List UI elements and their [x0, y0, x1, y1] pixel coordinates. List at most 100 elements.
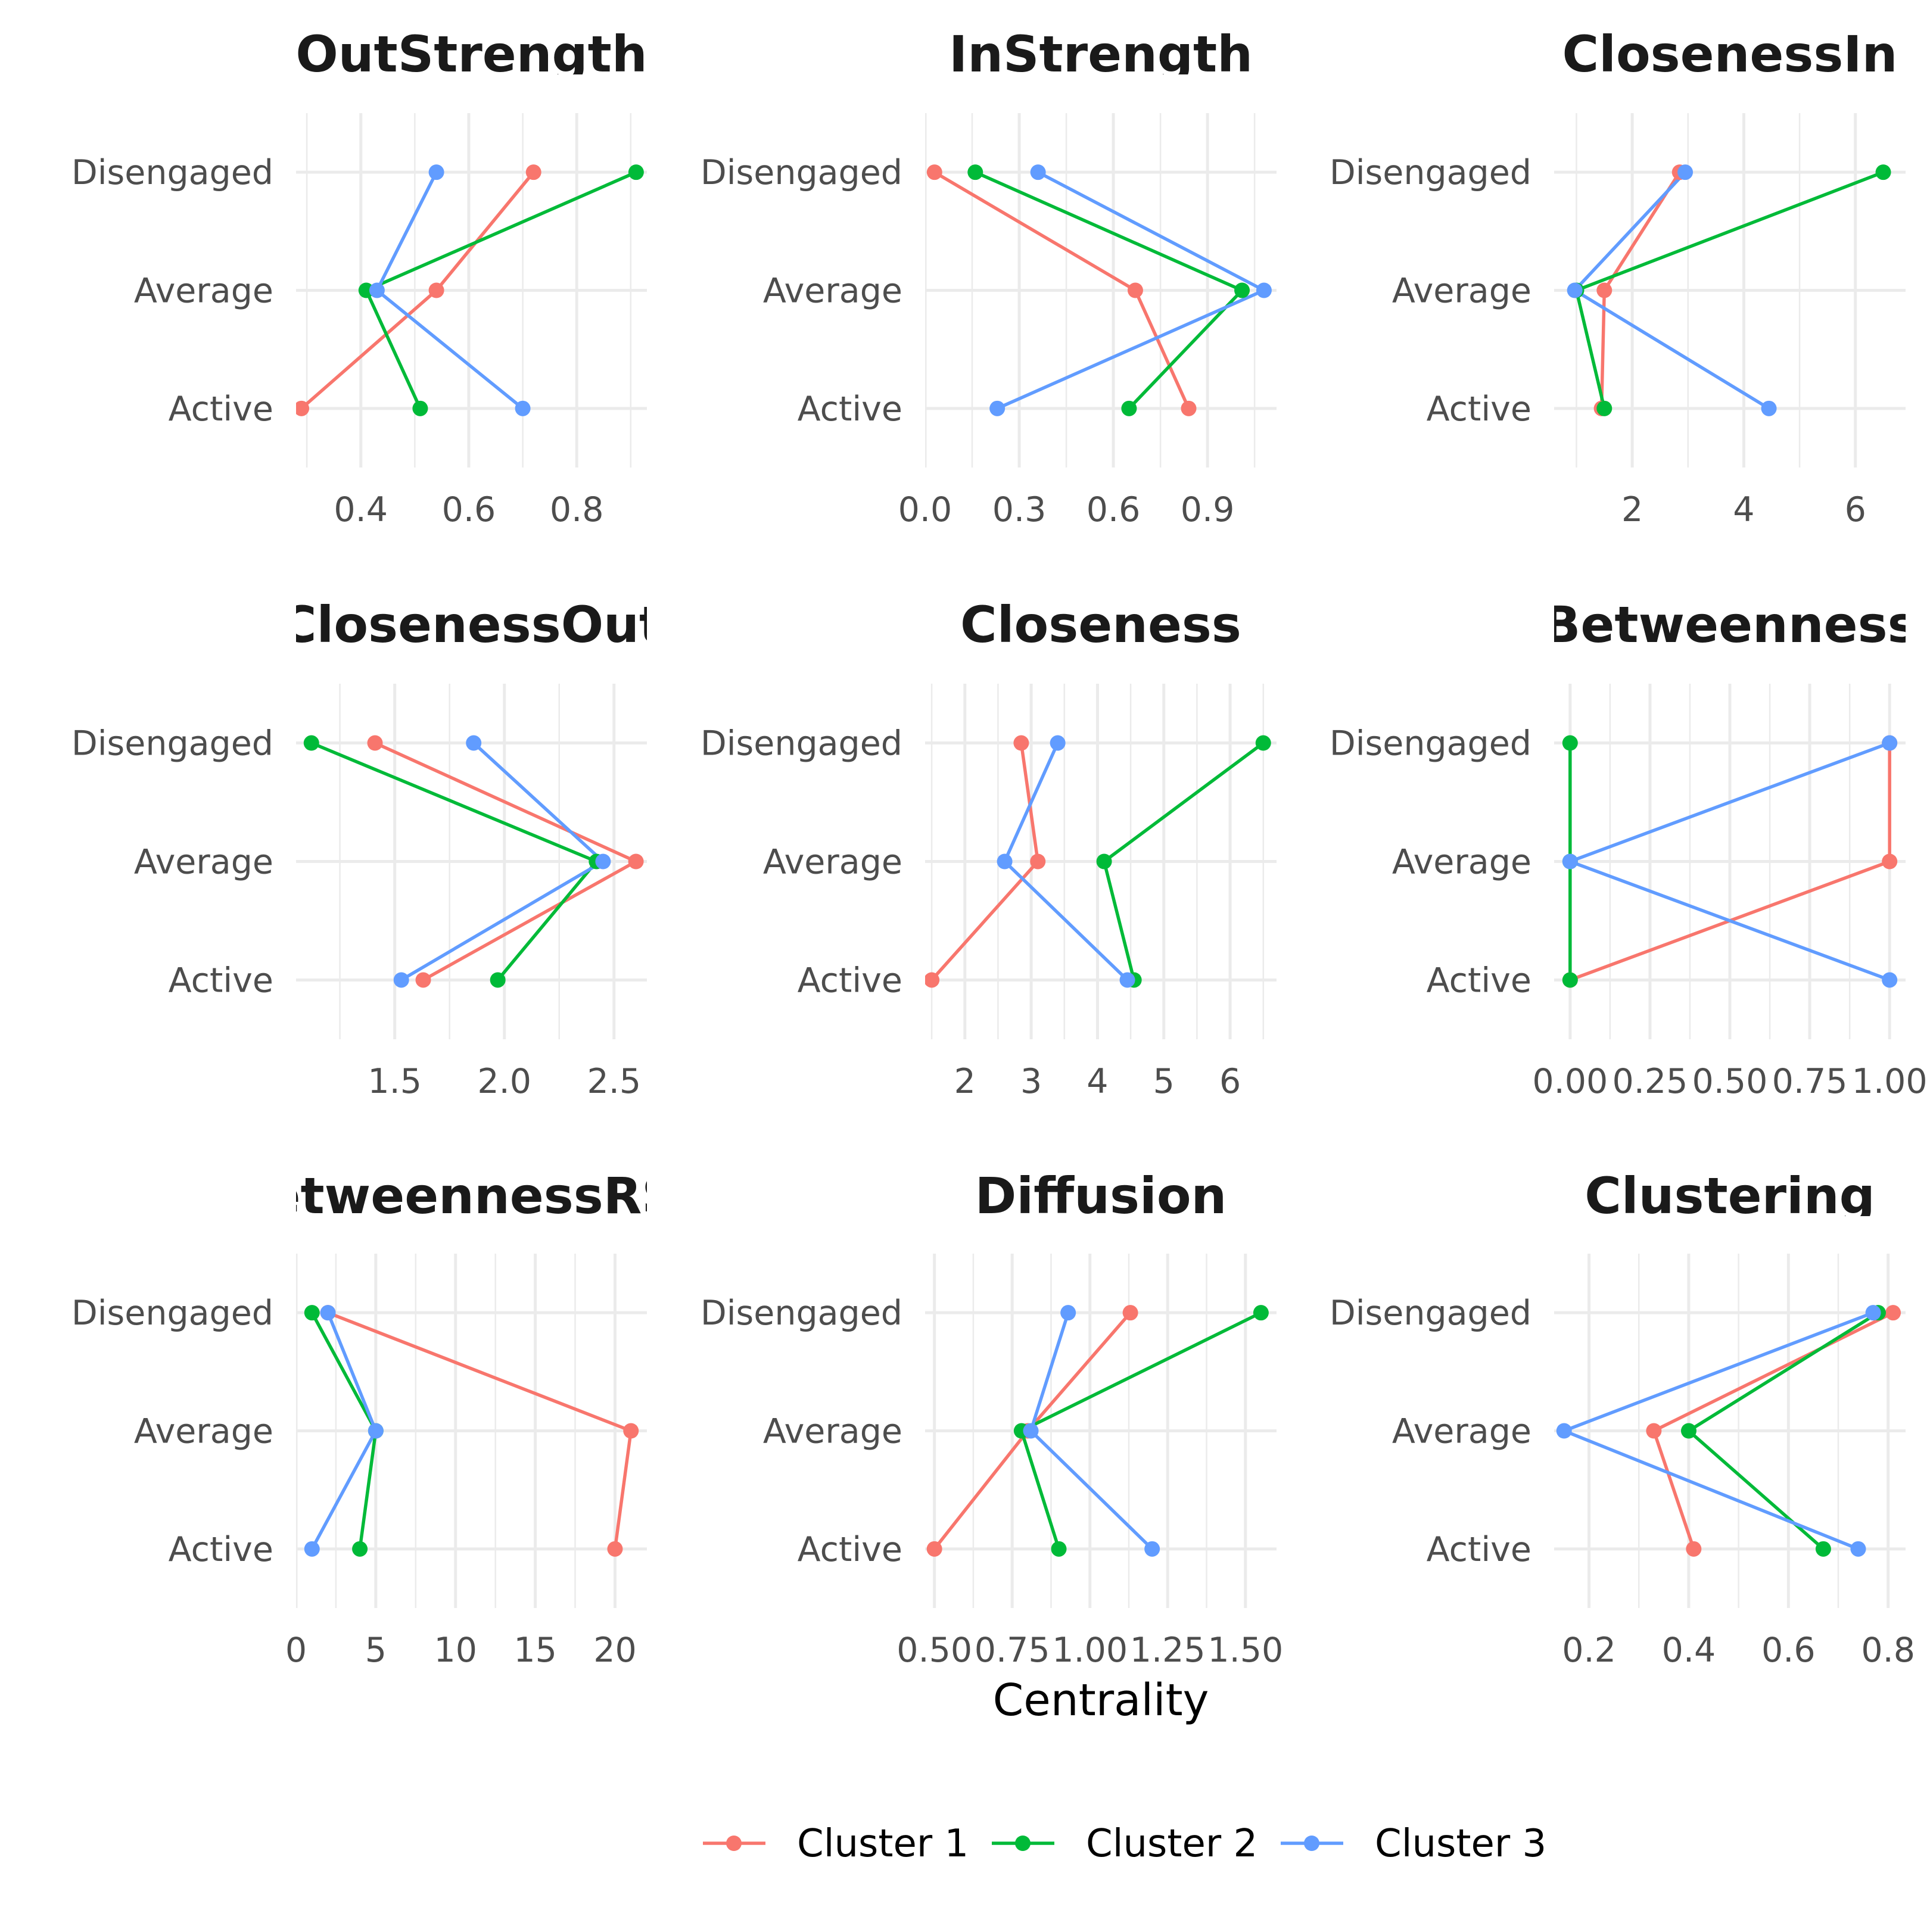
- x-tick-label: 0.00: [1532, 1062, 1608, 1101]
- panel-title-group: Closeness: [960, 596, 1241, 645]
- data-point-cluster-3-average: [1256, 282, 1272, 298]
- y-tick-label: Active: [169, 1530, 273, 1569]
- x-tick-label: 0.8: [550, 490, 604, 529]
- x-tick-label: 0.6: [442, 490, 496, 529]
- panel-plot-area: [296, 684, 647, 1039]
- x-tick-label: 2: [954, 1062, 976, 1101]
- panel-plot-area: [1554, 113, 1906, 468]
- panel-instrength: InStrength Active Average Disengaged 0.0 0.3 0…: [701, 25, 1277, 529]
- data-point-cluster-3-active: [304, 1541, 320, 1557]
- y-tick-label: Active: [1427, 389, 1531, 429]
- data-point-cluster-2-average: [358, 282, 374, 298]
- data-point-cluster-2-disengaged: [1255, 735, 1271, 751]
- data-point-cluster-1-average: [628, 853, 644, 870]
- panel-betweennessrsp: BetweennessRSP Active Average Disengaged 0 5 1…: [71, 1167, 647, 1670]
- data-point-cluster-1-active: [926, 1541, 942, 1557]
- y-tick-label: Average: [1392, 843, 1531, 882]
- x-tick-label: 1.00: [1052, 1631, 1128, 1670]
- legend-item-cluster-1: Cluster 1: [703, 1822, 969, 1866]
- data-point-cluster-1-active: [1686, 1541, 1702, 1557]
- y-tick-label: Active: [1427, 1530, 1531, 1569]
- legend-label: Cluster 2: [1086, 1822, 1257, 1866]
- x-tick-label: 2.5: [587, 1062, 641, 1101]
- data-point-cluster-2-active: [412, 400, 428, 416]
- panel-title-group: OutStrength: [296, 25, 647, 74]
- data-point-cluster-3-active: [989, 400, 1006, 416]
- data-point-cluster-3-average: [595, 853, 611, 870]
- data-point-cluster-2-disengaged: [303, 735, 319, 751]
- x-tick-label: 0.50: [1692, 1062, 1768, 1101]
- x-tick-label: 0: [285, 1631, 307, 1670]
- y-tick-label: Average: [1392, 272, 1531, 311]
- panel-title-group: BetweennessRSP: [296, 1167, 647, 1216]
- data-point-cluster-3-average: [997, 853, 1013, 870]
- panel-title-group: Diffusion: [975, 1167, 1227, 1225]
- x-tick-label: 5: [1153, 1062, 1175, 1101]
- legend-key-point: [1304, 1836, 1319, 1851]
- data-point-cluster-2-active: [1596, 400, 1613, 416]
- data-point-cluster-1-average: [1882, 853, 1898, 870]
- data-point-cluster-2-disengaged: [967, 164, 983, 180]
- y-tick-label: Active: [169, 961, 273, 1000]
- panel-title: Diffusion: [975, 1167, 1227, 1225]
- x-tick-label: 10: [434, 1631, 477, 1670]
- y-tick-label: Average: [763, 1412, 902, 1451]
- y-tick-label: Average: [134, 1412, 273, 1451]
- data-point-cluster-3-disengaged: [466, 735, 482, 751]
- data-point-cluster-3-active: [515, 400, 531, 416]
- data-point-cluster-1-average: [1596, 282, 1613, 298]
- legend-label: Cluster 3: [1375, 1822, 1546, 1866]
- y-tick-label: Disengaged: [71, 724, 273, 764]
- x-tick-label: 3: [1020, 1062, 1042, 1101]
- y-tick-label: Active: [169, 389, 273, 429]
- y-tick-label: Average: [763, 843, 902, 882]
- data-point-cluster-3-average: [369, 282, 385, 298]
- x-tick-label: 0.6: [1087, 490, 1141, 529]
- data-point-cluster-2-active: [1121, 400, 1137, 416]
- panel-title-group: Betweenness: [1554, 596, 1906, 645]
- x-tick-label: 15: [513, 1631, 557, 1670]
- data-point-cluster-1-active: [925, 972, 940, 988]
- data-point-cluster-1-active: [415, 972, 431, 988]
- data-point-cluster-3-disengaged: [1060, 1305, 1076, 1321]
- panel-plot-area: [296, 1254, 647, 1608]
- data-point-cluster-2-average: [1680, 1423, 1696, 1439]
- panel-title: Clustering: [1585, 1167, 1875, 1225]
- panel-title-group: InStrength: [949, 25, 1253, 74]
- data-point-cluster-2-disengaged: [1875, 164, 1891, 180]
- y-tick-label: Disengaged: [701, 1294, 902, 1333]
- x-tick-label: 0.2: [1562, 1631, 1616, 1670]
- data-point-cluster-1-active: [296, 400, 310, 416]
- data-point-cluster-3-average: [368, 1423, 384, 1439]
- data-point-cluster-1-disengaged: [525, 164, 541, 180]
- x-tick-label: 0.8: [1861, 1631, 1915, 1670]
- panel-closenessin: ClosenessIn Active Average Disengaged 2 4 6: [1330, 25, 1906, 529]
- data-point-cluster-3-average: [1556, 1423, 1572, 1439]
- panel-clustering: Clustering Active Average Disengaged 0.2 0.4 0…: [1330, 1167, 1915, 1670]
- panel-plot-area: [925, 1254, 1277, 1608]
- x-tick-label: 0.6: [1761, 1631, 1816, 1670]
- data-point-cluster-3-disengaged: [1050, 735, 1066, 751]
- data-point-cluster-2-active: [490, 972, 506, 988]
- data-point-cluster-1-disengaged: [1885, 1305, 1901, 1321]
- data-point-cluster-2-active: [352, 1541, 368, 1557]
- data-point-cluster-2-active: [1562, 972, 1578, 988]
- data-point-cluster-2-active: [1051, 1541, 1067, 1557]
- panel-title: ClosenessOut: [280, 596, 663, 654]
- x-tick-label: 2.0: [477, 1062, 531, 1101]
- legend-label: Cluster 1: [797, 1822, 969, 1866]
- data-point-cluster-3-average: [1567, 282, 1583, 298]
- data-point-cluster-1-disengaged: [1013, 735, 1029, 751]
- data-point-cluster-1-average: [428, 282, 444, 298]
- y-tick-label: Active: [798, 1530, 902, 1569]
- y-tick-label: Disengaged: [1330, 724, 1531, 764]
- data-point-cluster-3-active: [1144, 1541, 1160, 1557]
- data-point-cluster-1-disengaged: [926, 164, 942, 180]
- data-point-cluster-3-disengaged: [1677, 164, 1694, 180]
- data-point-cluster-3-average: [1562, 853, 1578, 870]
- y-tick-label: Disengaged: [71, 153, 273, 192]
- x-tick-label: 4: [1087, 1062, 1108, 1101]
- x-tick-label: 0.50: [896, 1631, 972, 1670]
